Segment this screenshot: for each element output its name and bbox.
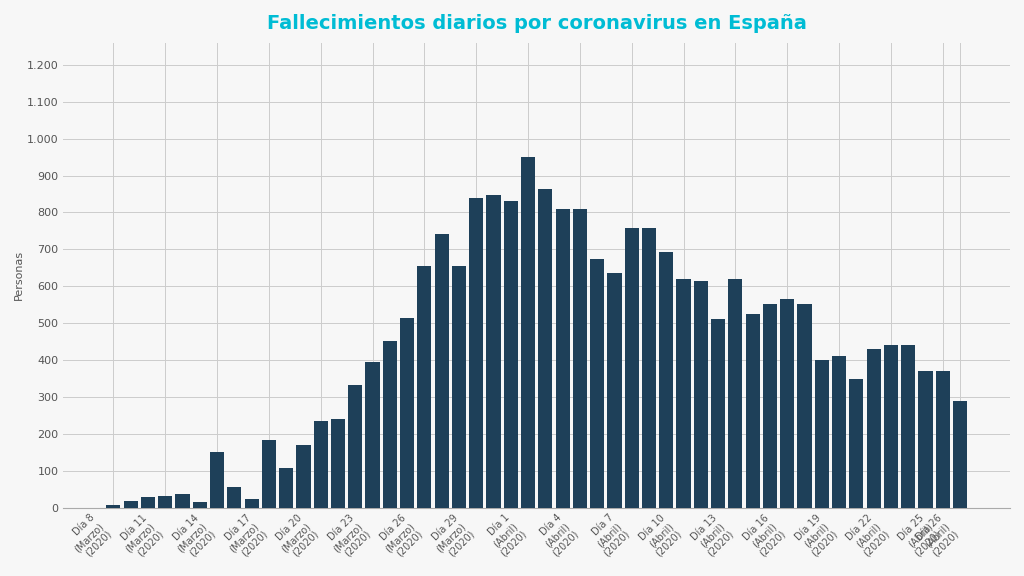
Bar <box>521 157 536 507</box>
Bar <box>745 314 760 507</box>
Bar <box>210 452 224 507</box>
Bar <box>106 505 121 507</box>
Bar <box>642 228 656 507</box>
Bar <box>659 252 674 507</box>
Bar <box>296 445 310 507</box>
Bar <box>798 304 812 507</box>
Bar <box>831 357 846 507</box>
Bar <box>175 494 189 507</box>
Bar <box>953 401 967 507</box>
Bar <box>452 266 466 507</box>
Bar <box>141 497 155 507</box>
Bar <box>539 189 552 507</box>
Bar <box>936 371 950 507</box>
Bar <box>366 362 380 507</box>
Bar <box>227 487 242 507</box>
Bar <box>866 349 881 507</box>
Y-axis label: Personas: Personas <box>14 250 24 300</box>
Bar <box>607 272 622 507</box>
Bar <box>884 345 898 507</box>
Bar <box>556 209 569 507</box>
Bar <box>504 202 518 507</box>
Bar <box>262 441 276 507</box>
Bar <box>849 379 863 507</box>
Bar <box>383 341 397 507</box>
Bar <box>158 496 172 507</box>
Bar <box>590 259 604 507</box>
Bar <box>245 499 259 507</box>
Bar <box>400 318 414 507</box>
Bar <box>815 361 828 507</box>
Bar <box>711 320 725 507</box>
Bar <box>677 279 690 507</box>
Bar <box>313 421 328 507</box>
Bar <box>693 281 708 507</box>
Bar <box>901 345 915 507</box>
Bar <box>434 233 449 507</box>
Bar <box>763 304 777 507</box>
Bar <box>919 371 933 507</box>
Bar <box>418 266 431 507</box>
Bar <box>728 279 742 507</box>
Bar <box>331 419 345 507</box>
Bar <box>780 299 795 507</box>
Bar <box>348 385 362 507</box>
Bar <box>486 195 501 507</box>
Title: Fallecimientos diarios por coronavirus en España: Fallecimientos diarios por coronavirus e… <box>267 14 807 33</box>
Bar <box>625 228 639 507</box>
Bar <box>280 468 293 507</box>
Bar <box>124 501 138 507</box>
Bar <box>193 502 207 507</box>
Bar <box>469 199 483 507</box>
Bar <box>572 209 587 507</box>
